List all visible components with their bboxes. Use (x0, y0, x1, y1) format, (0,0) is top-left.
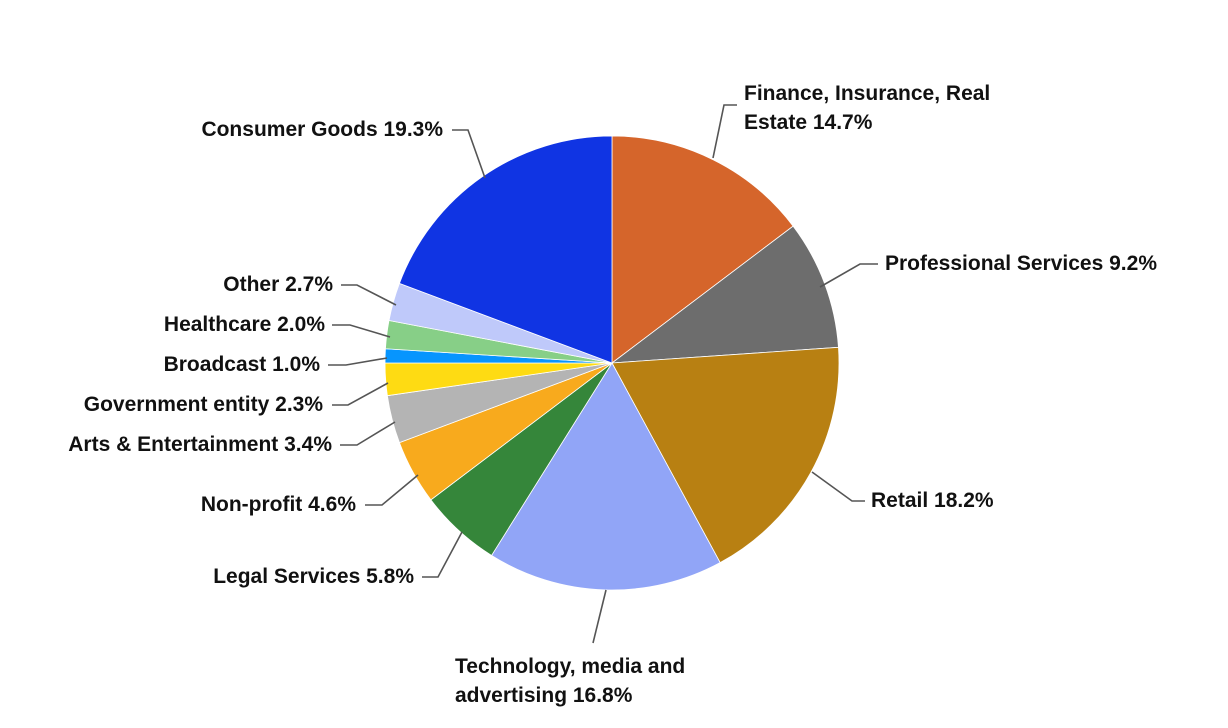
label-legal-services: Legal Services 5.8% (213, 565, 414, 588)
leader-arts (340, 421, 396, 446)
leader-other (341, 284, 397, 306)
label-other: Other 2.7% (223, 273, 333, 296)
label-broadcast: Broadcast 1.0% (163, 353, 320, 376)
leader-government (332, 382, 389, 406)
leader-professional (819, 263, 878, 288)
pie-slice-professional-services (610, 225, 839, 364)
label-technology: Technology, media and advertising 16.8% (455, 652, 685, 710)
label-government-entity: Government entity 2.3% (83, 393, 323, 416)
label-healthcare: Healthcare 2.0% (163, 313, 325, 336)
leader-lines (328, 104, 878, 644)
label-arts-entertainment: Arts & Entertainment 3.4% (68, 433, 332, 456)
label-technology-line1: Technology, media and (455, 655, 686, 678)
label-retail: Retail 18.2% (871, 489, 994, 512)
leader-nonprofit (365, 474, 419, 506)
leader-finance (712, 104, 737, 159)
label-consumer-goods: Consumer Goods 19.3% (201, 118, 443, 141)
pie-slice-technology-media-and-advertising (491, 362, 721, 591)
leader-healthcare (332, 324, 391, 338)
leader-tech (592, 589, 607, 644)
pie-slices (384, 135, 840, 591)
leader-legal (422, 531, 463, 578)
leader-consumer (452, 129, 486, 179)
label-professional-services: Professional Services 9.2% (885, 252, 1157, 275)
pie-slice-retail (611, 346, 840, 564)
leader-retail (811, 471, 865, 502)
label-finance-line2: Estate 14.7% (744, 111, 873, 134)
label-finance: Finance, Insurance, Real Estate 14.7% (744, 79, 990, 137)
pie-slice-consumer-goods (398, 135, 613, 364)
label-technology-line2: advertising 16.8% (455, 684, 633, 707)
pie-slice-finance-insurance-real-estate (611, 135, 794, 364)
leader-broadcast (328, 357, 388, 366)
label-non-profit: Non-profit 4.6% (200, 493, 356, 516)
label-finance-line1: Finance, Insurance, Real (744, 82, 991, 105)
